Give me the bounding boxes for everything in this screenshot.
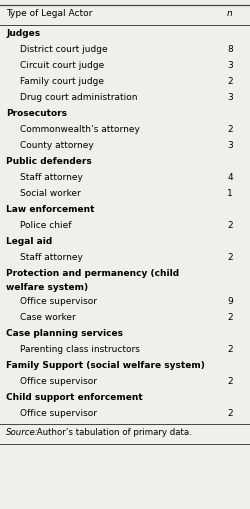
Text: 1: 1 [227, 189, 233, 197]
Text: Judges: Judges [6, 29, 40, 38]
Text: Police chief: Police chief [20, 220, 72, 230]
Text: Staff attorney: Staff attorney [20, 252, 83, 262]
Text: 2: 2 [227, 376, 233, 385]
Text: 9: 9 [227, 296, 233, 305]
Text: 2: 2 [227, 77, 233, 86]
Text: Legal aid: Legal aid [6, 237, 52, 245]
Text: Type of Legal Actor: Type of Legal Actor [6, 9, 92, 18]
Text: 2: 2 [227, 220, 233, 230]
Text: 4: 4 [227, 173, 233, 182]
Text: welfare system): welfare system) [6, 282, 88, 292]
Text: 2: 2 [227, 125, 233, 134]
Text: Circuit court judge: Circuit court judge [20, 61, 104, 70]
Text: Public defenders: Public defenders [6, 157, 92, 165]
Text: District court judge: District court judge [20, 45, 108, 54]
Text: 2: 2 [227, 252, 233, 262]
Text: Office supervisor: Office supervisor [20, 376, 97, 385]
Text: 3: 3 [227, 93, 233, 102]
Text: n: n [227, 9, 233, 18]
Text: Protection and permanency (child: Protection and permanency (child [6, 268, 179, 277]
Text: Family Support (social welfare system): Family Support (social welfare system) [6, 360, 205, 369]
Text: Commonwealth’s attorney: Commonwealth’s attorney [20, 125, 140, 134]
Text: Drug court administration: Drug court administration [20, 93, 138, 102]
Text: Office supervisor: Office supervisor [20, 408, 97, 417]
Text: Law enforcement: Law enforcement [6, 205, 94, 214]
Text: Prosecutors: Prosecutors [6, 109, 67, 118]
Text: Family court judge: Family court judge [20, 77, 104, 86]
Text: 2: 2 [227, 313, 233, 321]
Text: Source:: Source: [6, 427, 38, 436]
Text: Office supervisor: Office supervisor [20, 296, 97, 305]
Text: Case worker: Case worker [20, 313, 76, 321]
Text: Staff attorney: Staff attorney [20, 173, 83, 182]
Text: 2: 2 [227, 344, 233, 353]
Text: 2: 2 [227, 408, 233, 417]
Text: Author’s tabulation of primary data.: Author’s tabulation of primary data. [34, 427, 192, 436]
Text: Case planning services: Case planning services [6, 328, 123, 337]
Text: Parenting class instructors: Parenting class instructors [20, 344, 140, 353]
Text: 3: 3 [227, 61, 233, 70]
Text: County attorney: County attorney [20, 140, 94, 150]
Text: Social worker: Social worker [20, 189, 81, 197]
Text: Child support enforcement: Child support enforcement [6, 392, 143, 401]
Text: 8: 8 [227, 45, 233, 54]
Text: 3: 3 [227, 140, 233, 150]
